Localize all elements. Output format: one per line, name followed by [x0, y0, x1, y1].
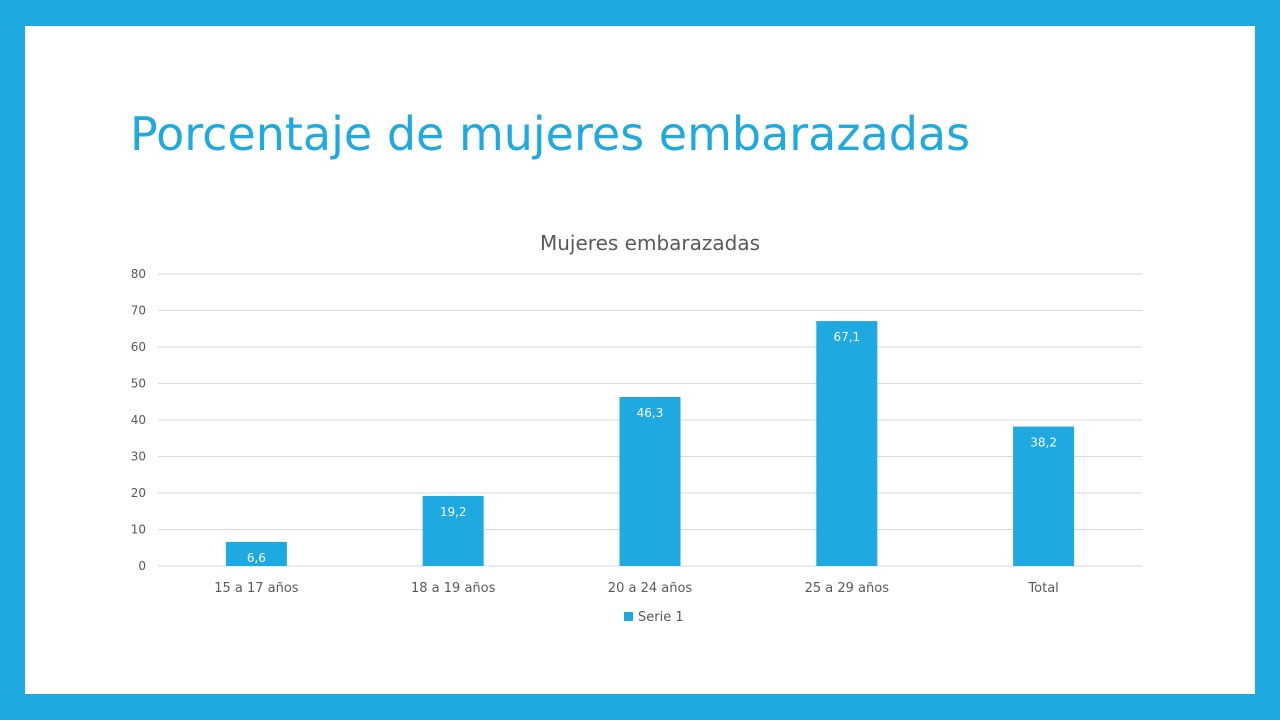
- y-tick-label: 10: [131, 523, 146, 537]
- bar: [225, 541, 287, 566]
- chart-title: Mujeres embarazadas: [540, 231, 760, 255]
- legend-swatch: [624, 612, 633, 621]
- bar-chart: Mujeres embarazadas 0 10 20 30 40 50 60 70 80 6,6 1…: [131, 231, 1142, 625]
- x-tick-label: 15 a 17 años: [214, 581, 299, 596]
- y-tick-label: 50: [131, 377, 146, 391]
- legend-label: Serie 1: [638, 610, 684, 625]
- y-tick-label: 80: [131, 267, 146, 281]
- bar: [816, 321, 878, 566]
- x-tick-label: 20 a 24 años: [608, 581, 693, 596]
- y-tick-label: 0: [138, 559, 146, 573]
- y-tick-label: 30: [131, 450, 146, 464]
- slide-canvas: Porcentaje de mujeres embarazadas Mujere…: [25, 26, 1255, 694]
- bar: [1013, 426, 1075, 566]
- y-tick-label: 20: [131, 486, 146, 500]
- data-label: 19,2: [440, 505, 467, 519]
- x-tick-label: 25 a 29 años: [805, 581, 890, 596]
- bar: [422, 495, 484, 566]
- y-tick-label: 40: [131, 413, 146, 427]
- y-tick-label: 60: [131, 340, 146, 354]
- data-label: 6,6: [247, 551, 266, 565]
- slide-title: Porcentaje de mujeres embarazadas: [130, 107, 971, 161]
- x-tick-label: Total: [1027, 581, 1058, 596]
- data-label: 46,3: [637, 406, 664, 420]
- bar: [619, 397, 681, 566]
- y-tick-label: 70: [131, 304, 146, 318]
- data-label: 67,1: [833, 330, 860, 344]
- data-label: 38,2: [1030, 436, 1057, 450]
- x-tick-label: 18 a 19 años: [411, 581, 496, 596]
